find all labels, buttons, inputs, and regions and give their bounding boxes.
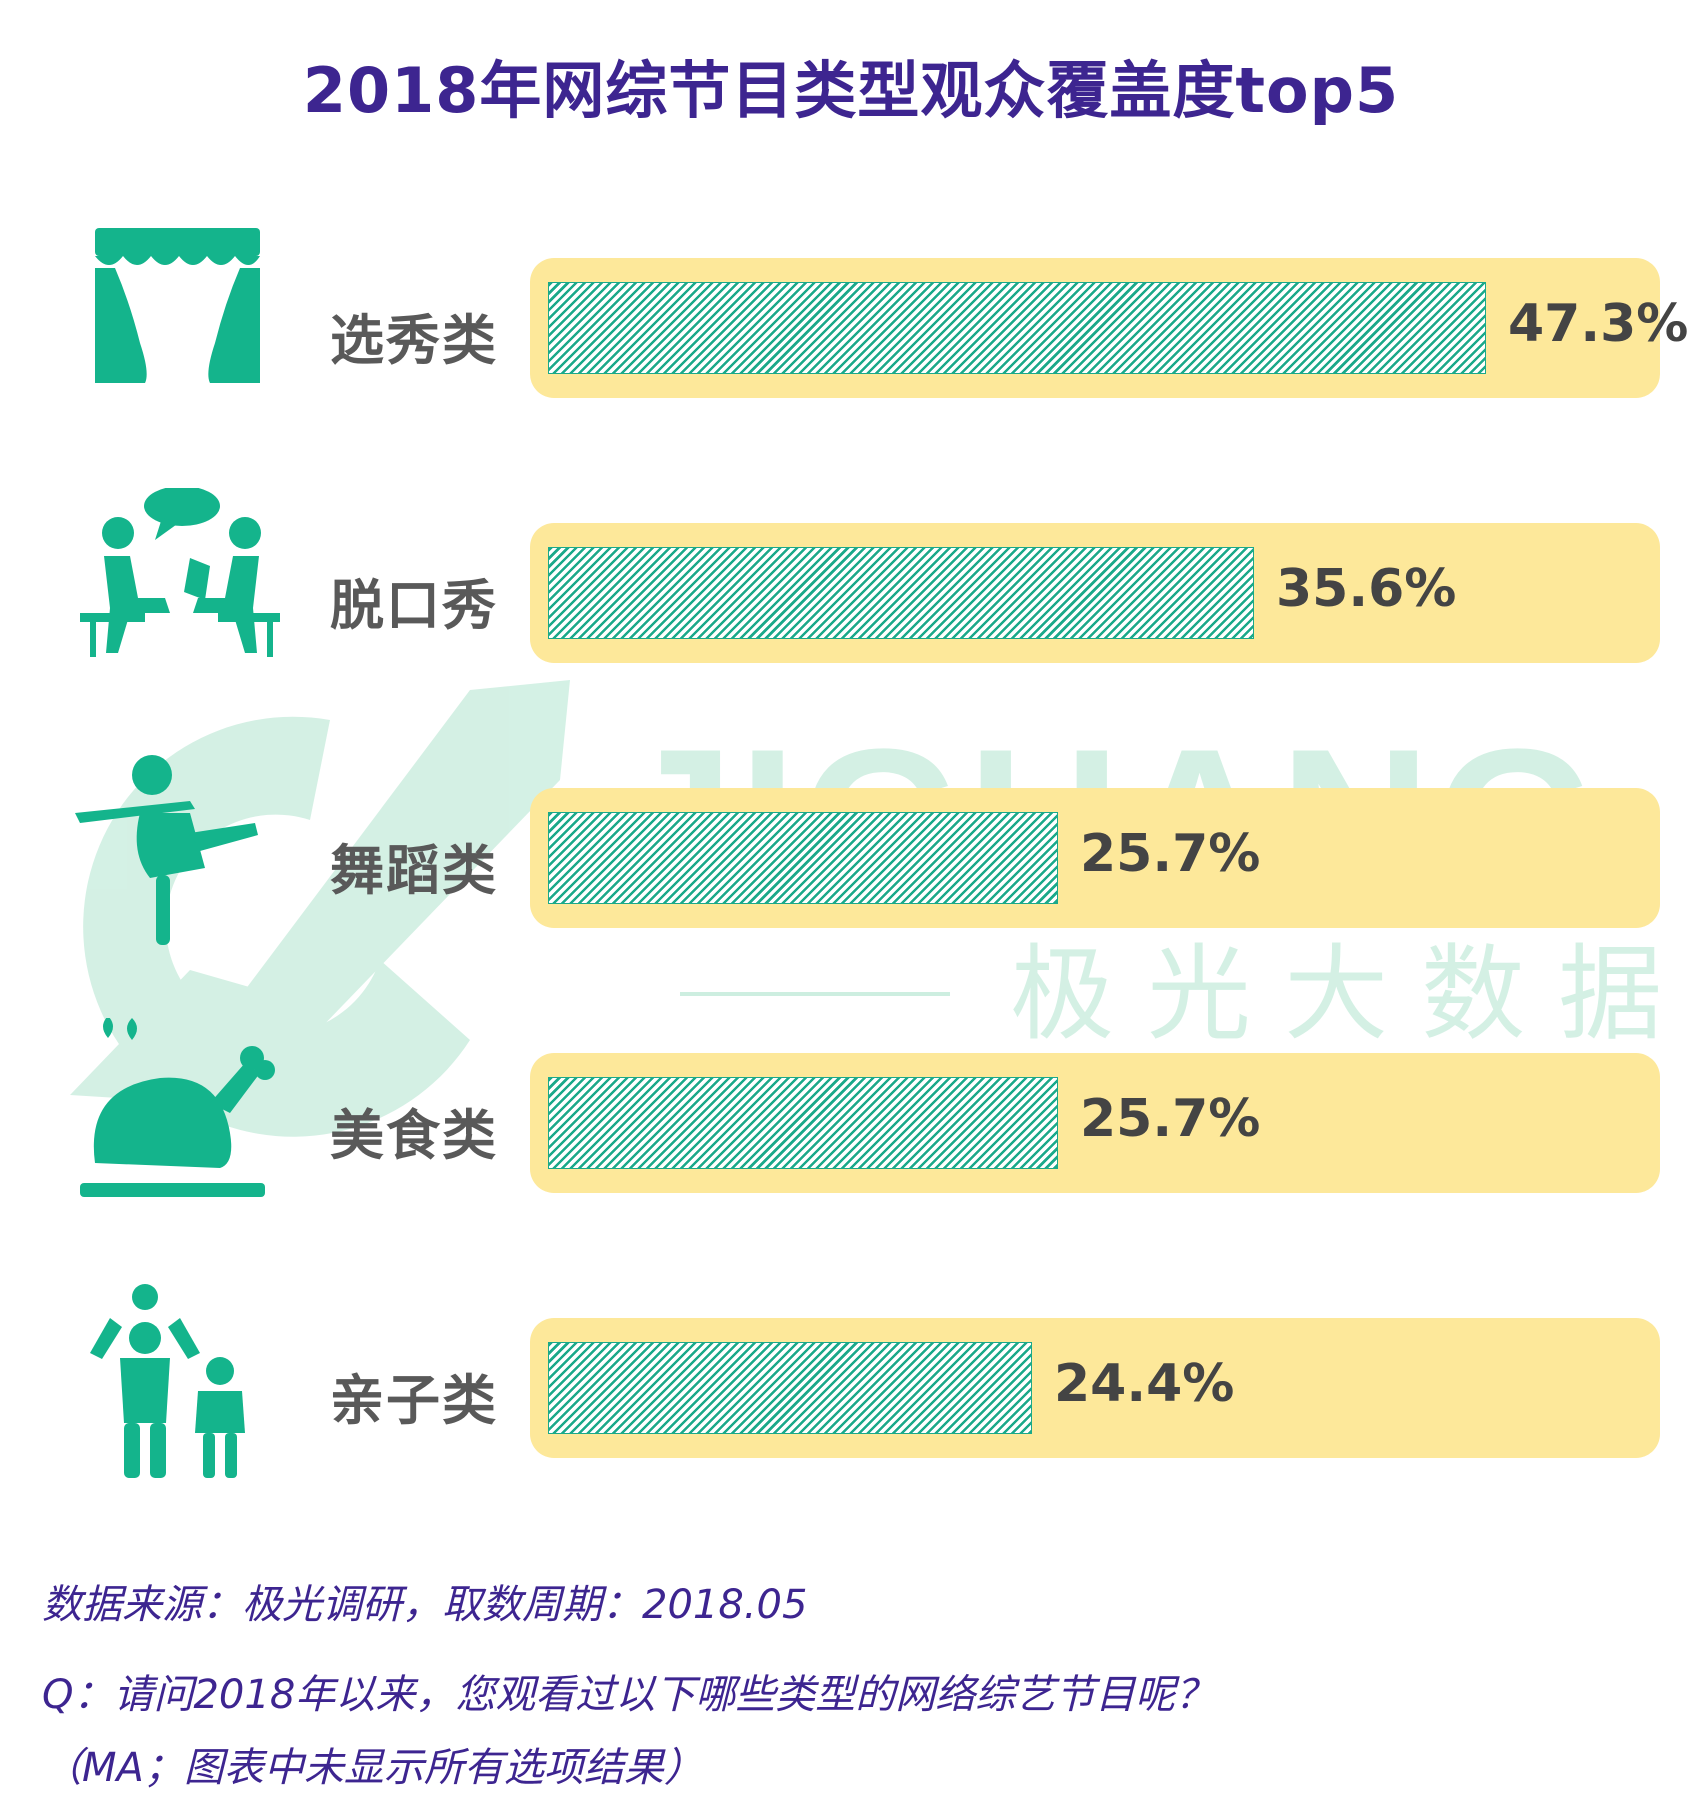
bar-row: 脱口秀 35.6%	[0, 486, 1702, 663]
bar-row: 亲子类 24.4%	[0, 1284, 1702, 1478]
bar	[548, 812, 1058, 904]
bar	[548, 282, 1486, 374]
category-label: 亲子类	[330, 1369, 498, 1432]
talk-show-icon	[70, 486, 283, 698]
category-label: 选秀类	[330, 309, 498, 372]
stage-curtain-icon	[70, 223, 280, 433]
bar-row: 选秀类 47.3%	[0, 228, 1702, 398]
bar-track: 24.4%	[530, 1318, 1660, 1458]
value-label: 25.7%	[1080, 1089, 1261, 1149]
dancer-icon	[70, 753, 280, 963]
bar	[548, 547, 1254, 639]
value-label: 47.3%	[1508, 294, 1689, 354]
chart-title: 2018年网综节目类型观众覆盖度top5	[302, 54, 1400, 127]
source-note: 数据来源：极光调研，取数周期：2018.05	[42, 1582, 808, 1628]
bar-row: 美食类 25.7%	[0, 1016, 1702, 1197]
category-label: 美食类	[330, 1104, 498, 1167]
bar-row: 舞蹈类 25.7%	[0, 755, 1702, 945]
value-label: 24.4%	[1054, 1354, 1235, 1414]
ma-note: （MA；图表中未显示所有选项结果）	[42, 1745, 704, 1791]
watermark-brand-cn: 极 光 大 数 据	[1010, 933, 1662, 1055]
parent-child-icon	[70, 1283, 280, 1493]
category-label: 脱口秀	[330, 574, 498, 637]
category-label: 舞蹈类	[330, 839, 498, 902]
bar-track: 47.3%	[530, 258, 1688, 398]
bar-track: 25.7%	[530, 788, 1660, 928]
bar-track: 25.7%	[530, 1053, 1660, 1193]
bar-track: 35.6%	[530, 523, 1660, 663]
bar	[548, 1342, 1032, 1434]
question-note: Q：请问2018年以来，您观看过以下哪些类型的网络综艺节目呢？	[42, 1672, 1216, 1718]
value-label: 35.6%	[1276, 559, 1457, 619]
value-label: 25.7%	[1080, 824, 1261, 884]
roast-chicken-icon	[70, 1016, 280, 1228]
bar	[548, 1077, 1058, 1169]
